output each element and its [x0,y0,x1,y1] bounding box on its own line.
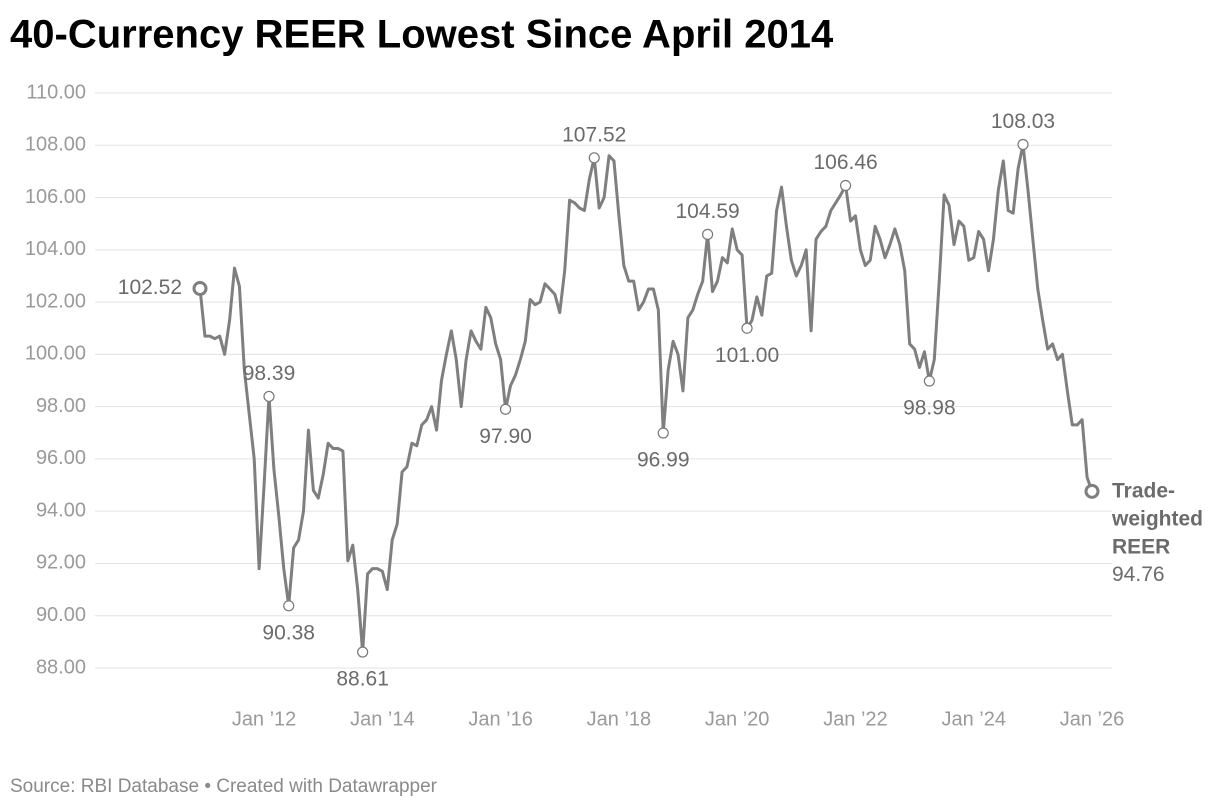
data-label: 96.99 [637,449,690,472]
point-marker [702,228,714,240]
x-tick-label: Jan ’12 [232,708,297,730]
x-tick-label: Jan ’14 [350,708,415,730]
data-label: 90.38 [262,621,315,644]
point-marker [283,600,295,612]
data-label: 98.98 [903,397,956,420]
x-tick-label: Jan ’18 [587,708,652,730]
y-tick-label: 108.00 [25,134,86,156]
data-label: 102.52 [118,276,182,299]
y-tick-label: 100.00 [25,343,86,365]
x-tick-label: Jan ’16 [468,708,533,730]
data-label: 106.46 [813,151,877,174]
point-marker [1084,483,1100,499]
y-tick-label: 96.00 [36,447,86,469]
y-tick-label: 94.00 [36,499,86,521]
data-label: 98.39 [243,362,296,385]
point-marker [263,390,275,403]
point-marker [357,646,369,658]
y-tick-label: 88.00 [36,656,86,678]
data-label: 104.59 [675,200,739,223]
data-label: 94.76 [1112,563,1165,586]
series-line [198,142,1094,654]
y-tick-label: 106.00 [25,186,86,208]
x-tick-label: Jan ’26 [1060,708,1125,730]
point-marker [657,427,669,439]
y-tick-label: 104.00 [25,238,86,260]
point-marker [839,179,852,192]
x-tick-label: Jan ’24 [941,708,1006,730]
y-tick-label: 98.00 [36,395,86,417]
x-tick-label: Jan ’22 [823,708,888,730]
chart-title: 40-Currency REER Lowest Since April 2014 [10,13,834,57]
source-note: Source: RBI Database • Created with Data… [10,776,438,797]
y-tick-label: 110.00 [26,81,86,103]
data-label: 107.52 [562,123,626,146]
point-marker [741,322,753,334]
point-marker [1017,138,1029,151]
point-marker [923,375,935,387]
data-label: 101.00 [715,344,779,367]
point-marker [588,152,600,164]
x-tick-label: Jan ’20 [705,708,770,730]
data-label: 108.03 [991,110,1055,133]
data-label: 97.90 [479,425,532,448]
y-tick-label: 102.00 [25,290,86,312]
y-tick-label: 90.00 [36,604,86,626]
y-tick-label: 92.00 [36,552,86,574]
point-marker [499,403,512,415]
point-marker [192,281,208,296]
data-label: 88.61 [336,668,389,691]
series-label: Trade-weighted REER [1111,479,1203,558]
